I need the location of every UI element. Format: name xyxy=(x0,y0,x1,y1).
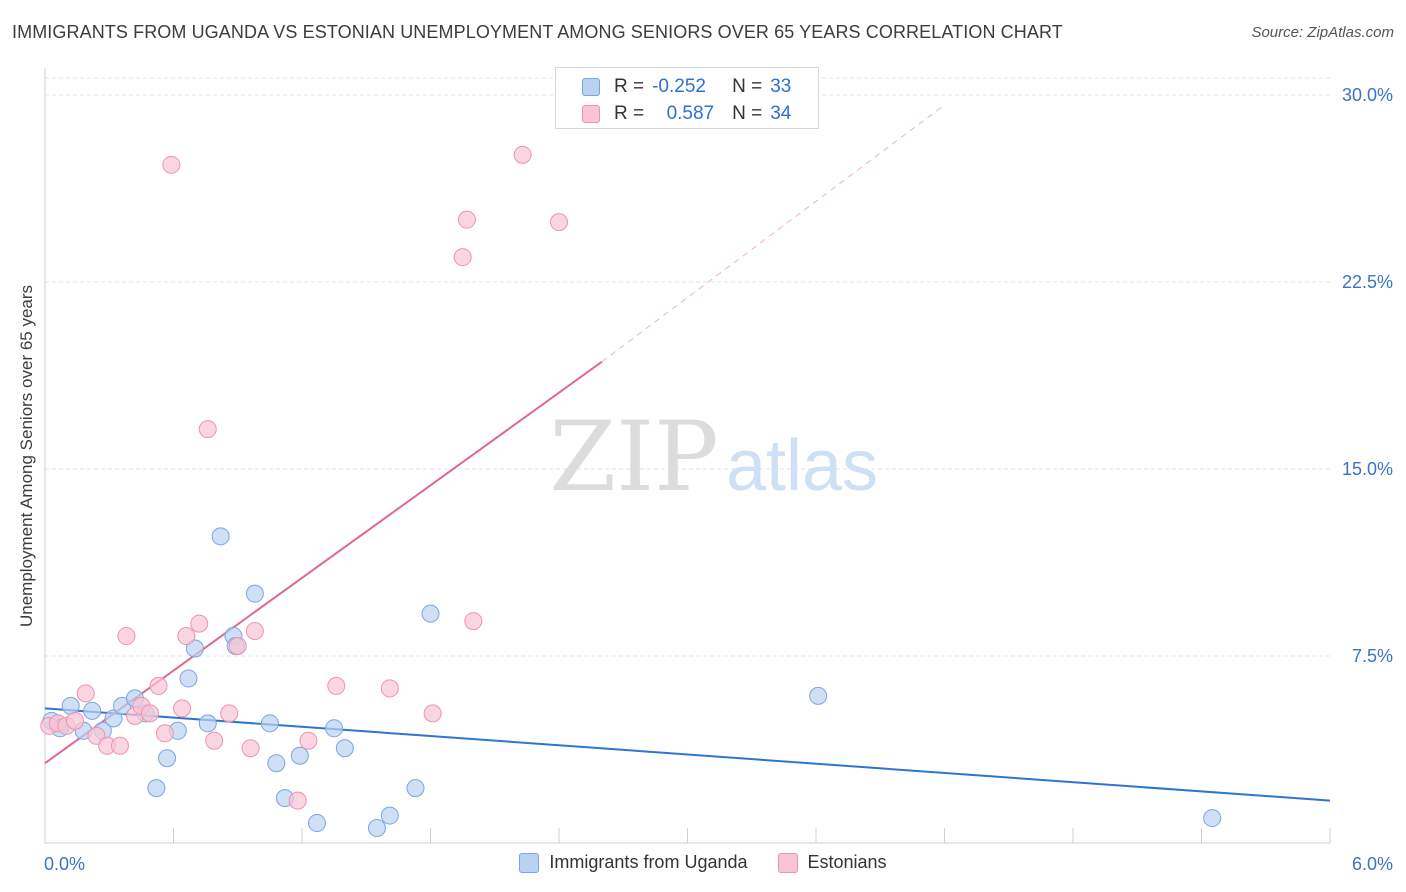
point-uganda xyxy=(158,749,177,768)
point-estonians xyxy=(149,676,168,695)
stats-legend: R = -0.252 N = 33 R = 0.587 N = 34 xyxy=(555,67,819,129)
point-estonians xyxy=(190,614,209,633)
n-label: N = xyxy=(732,76,763,97)
r-label: R = xyxy=(614,103,645,124)
axes xyxy=(44,68,1331,844)
point-uganda xyxy=(83,701,102,720)
r-value-uganda: -0.252 xyxy=(652,76,706,97)
point-uganda xyxy=(267,754,286,773)
point-uganda xyxy=(307,814,326,833)
point-uganda xyxy=(104,709,123,728)
point-estonians xyxy=(205,731,224,750)
point-estonians xyxy=(162,155,181,174)
gridlines xyxy=(45,77,1330,657)
tick-labels: 7.5% 15.0% 22.5% 30.0% 0.0% 6.0% xyxy=(44,85,1393,874)
stats-swatch-uganda xyxy=(582,78,600,96)
point-uganda xyxy=(147,779,166,798)
point-estonians xyxy=(464,612,483,631)
point-uganda xyxy=(367,819,386,838)
trend-line-estonians-extension xyxy=(601,104,945,363)
watermark: ZIP atlas xyxy=(549,401,878,513)
point-uganda xyxy=(245,584,264,603)
point-estonians xyxy=(198,420,217,439)
point-estonians xyxy=(513,145,532,164)
stats-row-estonians: R = 0.587 N = 34 xyxy=(582,102,791,126)
legend-item-uganda[interactable]: Immigrants from Uganda xyxy=(519,852,748,873)
y-tick-label: 15.0% xyxy=(1342,459,1393,479)
point-uganda xyxy=(260,714,279,733)
point-estonians xyxy=(245,622,264,641)
x-tick-label-min: 0.0% xyxy=(44,854,85,874)
point-uganda xyxy=(809,686,828,705)
point-estonians xyxy=(65,711,84,730)
point-estonians xyxy=(220,704,239,723)
legend-label-uganda: Immigrants from Uganda xyxy=(549,852,748,872)
n-value-estonians: 34 xyxy=(770,103,792,124)
point-estonians xyxy=(140,704,159,723)
point-uganda xyxy=(198,714,217,733)
point-estonians xyxy=(173,699,192,718)
r-value-estonians: 0.587 xyxy=(666,103,715,124)
point-estonians xyxy=(155,724,174,743)
point-estonians xyxy=(110,736,129,755)
watermark-atlas: atlas xyxy=(726,426,878,506)
point-estonians xyxy=(288,791,307,810)
point-estonians xyxy=(423,704,442,723)
point-uganda xyxy=(380,806,399,825)
point-uganda xyxy=(179,669,198,688)
point-uganda xyxy=(421,604,440,623)
point-estonians xyxy=(453,248,472,267)
n-value-uganda: 33 xyxy=(770,76,792,97)
point-uganda xyxy=(406,779,425,798)
r-label: R = xyxy=(614,76,645,97)
point-estonians xyxy=(327,676,346,695)
stats-row-uganda: R = -0.252 N = 33 xyxy=(582,75,791,99)
point-estonians xyxy=(228,637,247,656)
point-uganda xyxy=(211,527,230,546)
point-estonians xyxy=(241,739,260,758)
legend-item-estonians[interactable]: Estonians xyxy=(777,852,887,873)
point-estonians xyxy=(117,627,136,646)
point-uganda xyxy=(325,719,344,738)
legend-label-estonians: Estonians xyxy=(807,852,887,872)
chart-title: IMMIGRANTS FROM UGANDA VS ESTONIAN UNEMP… xyxy=(12,22,1063,42)
point-estonians xyxy=(380,679,399,698)
legend-swatch-uganda xyxy=(519,852,540,873)
source-note: Source: ZipAtlas.com xyxy=(1251,24,1394,41)
point-uganda xyxy=(185,639,204,658)
x-tick-label-max: 6.0% xyxy=(1352,854,1393,874)
point-uganda xyxy=(1203,809,1222,828)
legend-swatch-estonians xyxy=(777,852,798,873)
point-estonians xyxy=(76,684,95,703)
watermark-zip: ZIP xyxy=(549,401,718,513)
trend-line-uganda xyxy=(44,707,1331,802)
point-uganda xyxy=(61,696,80,715)
point-uganda xyxy=(290,746,309,765)
y-tick-label: 22.5% xyxy=(1342,272,1393,292)
point-estonians xyxy=(457,210,476,229)
point-estonians xyxy=(299,731,318,750)
point-estonians xyxy=(177,627,196,646)
bottom-legend: Immigrants from Uganda Estonians xyxy=(0,852,1406,873)
y-tick-label: 7.5% xyxy=(1352,646,1393,666)
n-label: N = xyxy=(732,103,763,124)
data-points xyxy=(40,145,1222,838)
point-uganda xyxy=(335,739,354,758)
point-estonians xyxy=(550,213,568,232)
y-tick-label: 30.0% xyxy=(1342,85,1393,105)
stats-swatch-estonians xyxy=(582,105,600,123)
